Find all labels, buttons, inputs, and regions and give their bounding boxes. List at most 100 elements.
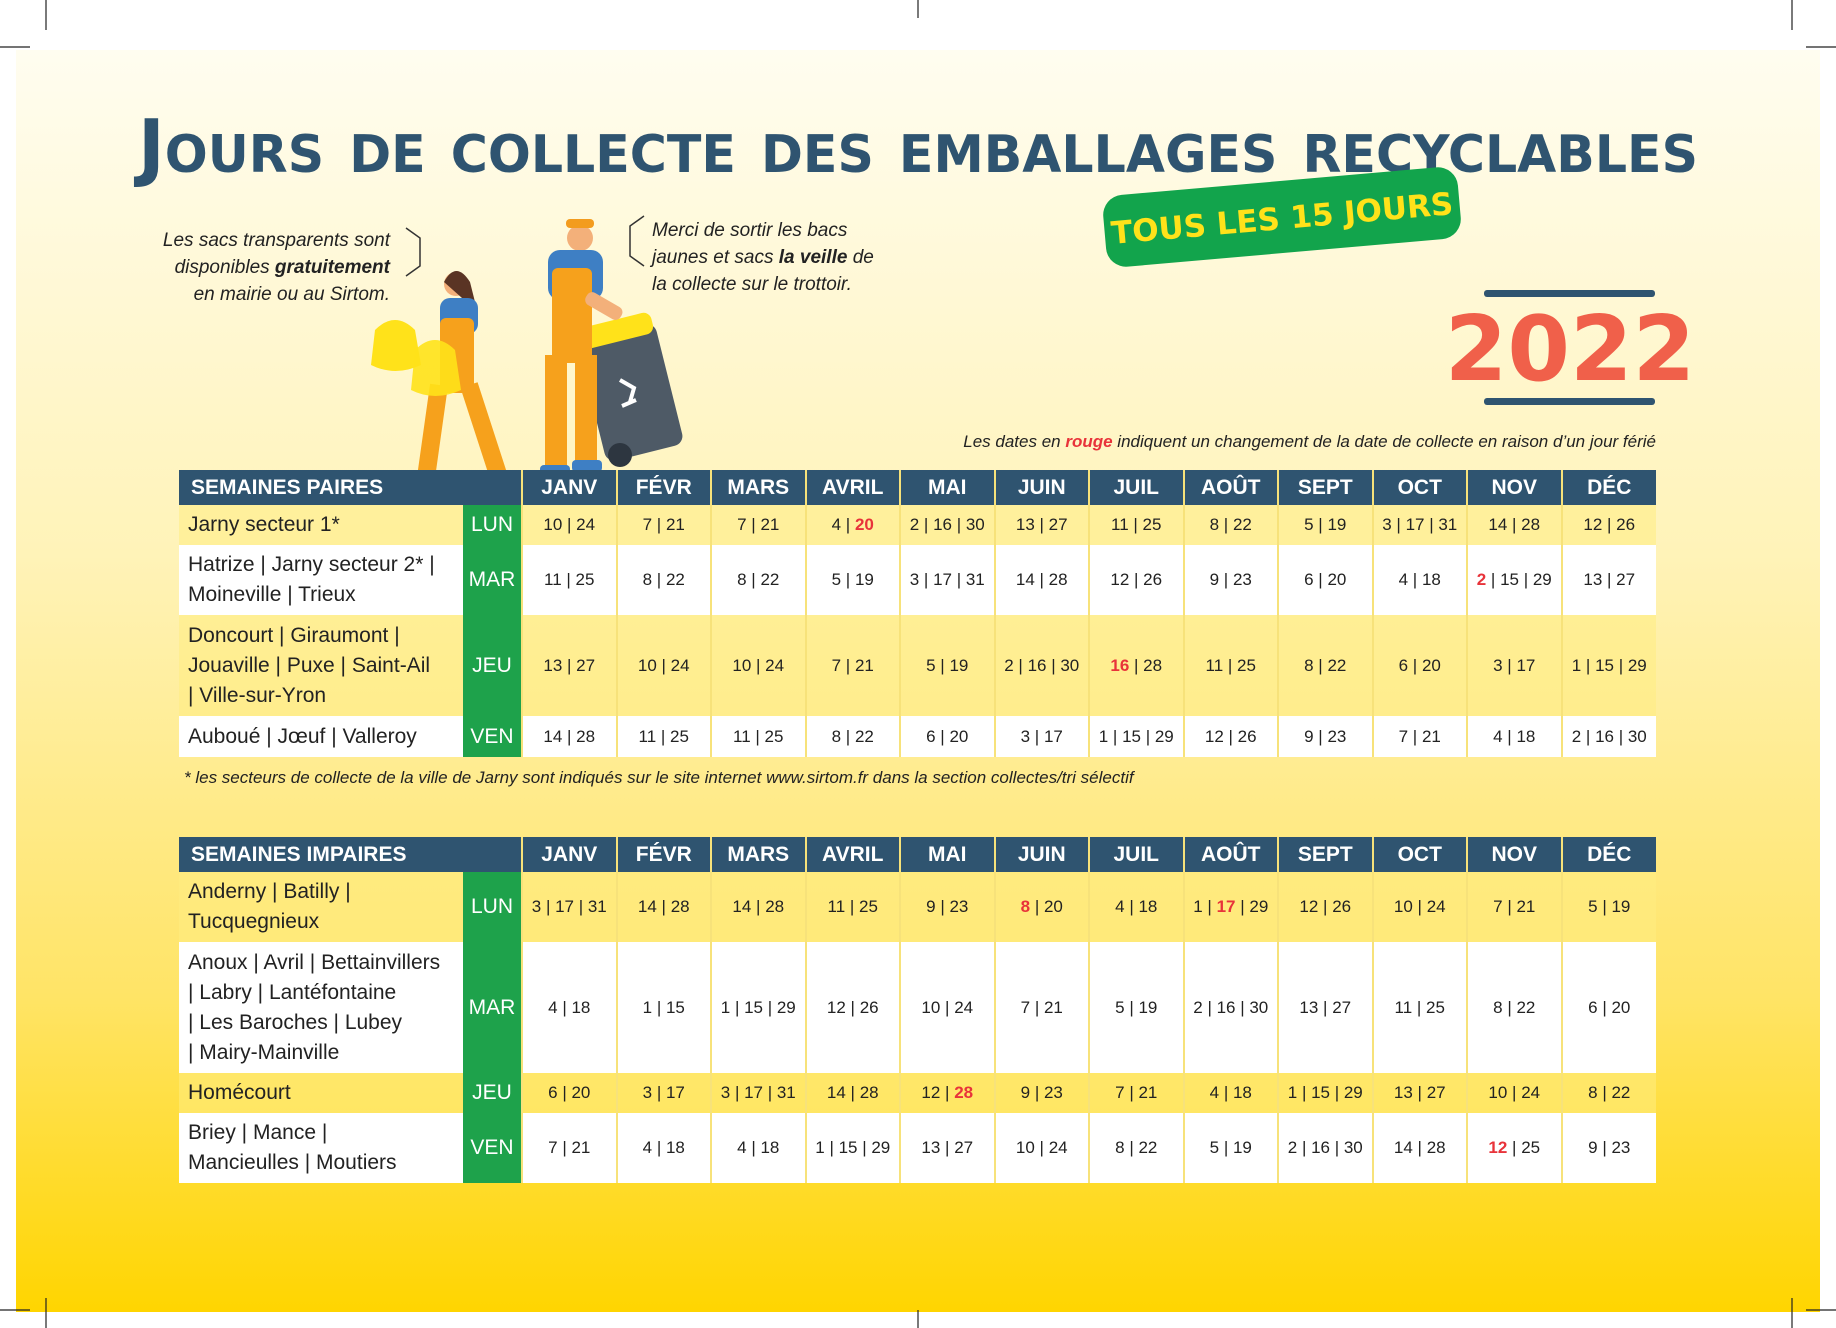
text: 5 | 19	[1115, 997, 1158, 1017]
sector: Anoux | Avril | Bettainvillers | Labry | …	[179, 942, 463, 1073]
year: 2022	[1445, 297, 1696, 402]
dates: 1 | 17 | 29	[1182, 872, 1279, 942]
dates: 3 | 17 | 31	[521, 872, 617, 942]
text: 9 | 23	[1209, 570, 1252, 589]
schedule-table: SEMAINES PAIRES JANV FÉVR MARS AVRIL MAI JUIN J…	[179, 470, 1656, 757]
dates: 5 | 19	[1560, 872, 1657, 942]
text-segment: | 20	[1030, 897, 1063, 916]
dates: 6 | 20	[1277, 545, 1373, 615]
note-line: Les sacs transparents sont	[163, 227, 390, 254]
text: 8 | 22	[1209, 515, 1252, 534]
legend: Les dates en rouge indiquent un changeme…	[963, 432, 1656, 452]
dates: 7 | 21	[804, 615, 900, 716]
dates: 8 | 22	[1466, 942, 1562, 1073]
footnote: * les secteurs de collecte de la ville d…	[184, 768, 1134, 787]
dates: 8 | 20	[993, 872, 1090, 942]
bracket	[405, 227, 421, 277]
month: AOÛT	[1182, 470, 1278, 505]
title: Jours de collecte des emballages recycla…	[133, 104, 1698, 190]
right-note: Merci de sortir les bacs jaunes et sacs l…	[652, 217, 874, 298]
dates: 9 | 23	[899, 872, 995, 942]
month: JUIN	[993, 470, 1089, 505]
text: 14 | 28	[543, 726, 596, 746]
text-segment: 2	[1476, 570, 1487, 589]
dates: 14 | 28	[1466, 505, 1562, 545]
text: 4 | 18	[548, 997, 591, 1017]
text: 7 | 21	[1115, 1083, 1158, 1102]
text: 3 | 17	[1493, 655, 1536, 675]
month: NOV	[1466, 470, 1562, 505]
month: SEPT	[1277, 837, 1373, 872]
text: 3 | 17	[642, 1083, 685, 1102]
month: AOÛT	[1182, 837, 1279, 872]
text: 12 | 26	[1110, 570, 1163, 589]
dates: 2 | 16 | 30	[993, 615, 1089, 716]
dates: 12 | 28	[899, 1073, 995, 1113]
text: 3 | 17 | 31	[909, 570, 985, 589]
sector-line: Moineville | Trieux	[188, 583, 356, 606]
text: 10 | 24	[1015, 1138, 1068, 1157]
text: 8 | 22	[1493, 997, 1536, 1017]
text: 14 | 28	[826, 1083, 879, 1102]
text: 7 | 21	[1020, 997, 1063, 1017]
dates: 3 | 17	[1466, 615, 1562, 716]
month: MARS	[710, 470, 806, 505]
text: 2 | 16 | 30	[909, 515, 985, 534]
sector-line: | Mairy-Mainville	[188, 1040, 340, 1064]
sector-line: Anoux | Avril | Bettainvillers	[188, 950, 441, 974]
dates: 9 | 23	[993, 1073, 1090, 1113]
dates: 10 | 24	[993, 1113, 1090, 1183]
text: 5 | 19	[1304, 515, 1347, 534]
weekday: MAR	[463, 942, 523, 1073]
dates: 6 | 20	[1560, 942, 1657, 1073]
text-segment: 1 |	[1193, 897, 1217, 916]
dates: 16 | 28	[1088, 615, 1184, 716]
text-segment: 8	[1020, 897, 1031, 916]
text: 14 | 28	[1393, 1138, 1446, 1157]
dates: 8 | 22	[710, 545, 806, 615]
dates: 4 | 18	[521, 942, 617, 1073]
text-segment: indiquent un changement de la date de co…	[1112, 432, 1656, 451]
text: 11 | 25	[1205, 655, 1256, 675]
weekday: VEN	[463, 1113, 523, 1183]
dates: 12 | 26	[804, 942, 901, 1073]
text-segment: en mairie ou au Sirtom.	[193, 284, 390, 305]
dates: 13 | 27	[899, 1113, 995, 1183]
dates: 1 | 15 | 29	[804, 1113, 901, 1183]
weekday: VEN	[463, 716, 522, 757]
schedule-table: SEMAINES IMPAIRES JANV FÉVR MARS AVRIL MAI JUI…	[179, 837, 1657, 1183]
text-segment: | 29	[1235, 897, 1269, 916]
text: 5 | 19	[926, 655, 969, 675]
text-segment: la collecte sur le trottoir.	[652, 274, 852, 295]
text: 14 | 28	[1015, 570, 1068, 589]
dates: 5 | 19	[804, 545, 900, 615]
dates: 3 | 17 | 31	[710, 1073, 806, 1113]
sector-line: Mancieulles | Moutiers	[188, 1151, 397, 1174]
sector: Anderny | Batilly | Tucquegnieux	[179, 872, 463, 942]
dates: 10 | 24	[710, 615, 806, 716]
text: 4 | 18	[737, 1138, 780, 1157]
dates: 12 | 26	[1560, 505, 1656, 545]
text: 5 | 19	[1209, 1138, 1252, 1157]
month: OCT	[1371, 470, 1467, 505]
dates: 5 | 19	[1088, 942, 1184, 1073]
text: 10 | 24	[1488, 1083, 1541, 1102]
dates: 2 | 16 | 30	[899, 505, 995, 545]
text: 10 | 24	[732, 655, 785, 675]
dates: 10 | 24	[1466, 1073, 1562, 1113]
dates: 10 | 24	[521, 505, 617, 545]
month: AVRIL	[804, 470, 900, 505]
text: 3 | 17	[1020, 726, 1063, 746]
text-segment: Merci de sortir les bacs	[652, 220, 848, 241]
text: 11 | 25	[1394, 997, 1445, 1017]
month: AVRIL	[804, 837, 901, 872]
note-line: disponibles gratuitement	[163, 254, 390, 281]
text: 3 | 17 | 31	[531, 897, 607, 916]
text: 12 | 26	[1204, 726, 1257, 746]
text: 4 | 18	[642, 1138, 685, 1157]
text: 8 | 22	[737, 570, 780, 589]
dates: 3 | 17	[993, 716, 1089, 757]
text-segment: 12	[1488, 1138, 1508, 1157]
dates: 9 | 23	[1182, 545, 1278, 615]
left-note: Les sacs transparents sont disponibles gr…	[163, 227, 390, 308]
